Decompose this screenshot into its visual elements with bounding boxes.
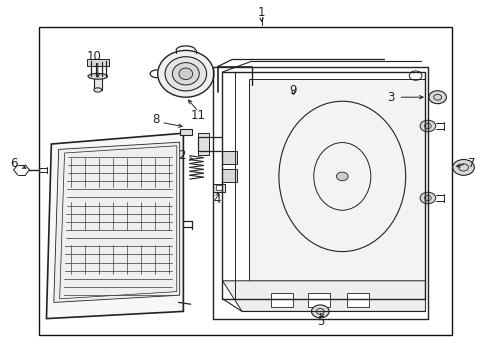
Bar [221,169,237,182]
Text: 8: 8 [151,113,159,126]
Bar [271,293,293,307]
Circle shape [419,192,435,204]
Text: 4: 4 [213,193,221,206]
Bar [94,76,102,90]
Circle shape [311,305,328,318]
Text: 10: 10 [86,50,101,63]
Ellipse shape [94,88,102,92]
Text: 11: 11 [191,109,205,122]
Bar [39,27,451,335]
Bar [307,293,329,307]
Text: 2: 2 [178,149,185,162]
Ellipse shape [157,50,214,97]
Circle shape [336,172,347,181]
Bar [215,185,222,190]
Ellipse shape [88,73,107,79]
Text: 1: 1 [257,6,265,19]
Bar [221,151,237,164]
Polygon shape [222,281,425,311]
Polygon shape [54,142,180,302]
Text: 9: 9 [289,84,297,97]
Bar [87,59,108,66]
Bar [180,129,191,135]
Text: 3: 3 [386,91,394,104]
Bar [212,184,225,192]
Ellipse shape [179,68,192,80]
Bar [198,133,208,155]
Circle shape [428,91,446,104]
Ellipse shape [172,63,199,85]
Circle shape [419,120,435,132]
Text: 5: 5 [316,315,324,328]
Ellipse shape [165,57,206,91]
Polygon shape [249,79,425,288]
Text: 7: 7 [467,157,475,170]
Polygon shape [46,133,183,319]
Bar [346,293,368,307]
Text: 6: 6 [10,157,18,170]
Circle shape [452,159,473,175]
